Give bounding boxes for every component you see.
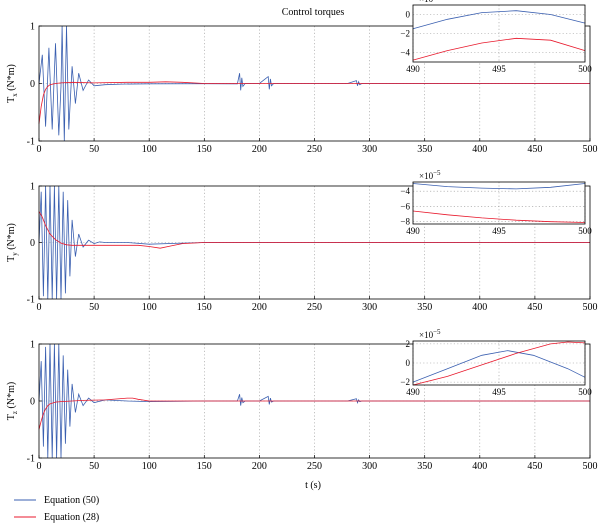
x-tick-label: 50 [89, 302, 99, 313]
x-tick-label: 200 [252, 144, 267, 155]
inset-x-tick-label: 500 [578, 387, 592, 397]
x-tick-label: 0 [37, 302, 42, 313]
x-tick-label: 350 [417, 302, 432, 313]
x-tick-label: 100 [142, 302, 157, 313]
inset-x-tick-label: 490 [406, 387, 420, 397]
inset-y-tick-label: −8 [400, 217, 410, 227]
inset-y-tick-label: 0 [406, 10, 411, 20]
x-tick-label: 0 [37, 461, 42, 472]
x-tick-label: 300 [362, 144, 377, 155]
x-tick-label: 300 [362, 461, 377, 472]
y-tick-label: -1 [27, 137, 35, 148]
x-tick-label: 500 [583, 144, 598, 155]
x-tick-label: 350 [417, 461, 432, 472]
inset-frame [412, 340, 586, 386]
x-tick-label: 500 [583, 302, 598, 313]
y-tick-label: -1 [27, 454, 35, 465]
y-tick-label: 0 [30, 238, 35, 249]
x-tick-label: 250 [307, 144, 322, 155]
x-tick-label: 150 [197, 144, 212, 155]
x-tick-label: 250 [307, 302, 322, 313]
y-axis-label: Tx (N*m) [6, 64, 19, 103]
inset-y-tick-label: 0 [406, 358, 411, 368]
inset-series-line-equation-50- [412, 183, 586, 190]
x-tick-label: 200 [252, 461, 267, 472]
x-tick-label: 450 [527, 461, 542, 472]
x-axis-label: t (s) [305, 480, 321, 491]
inset-series-line-equation-28- [412, 210, 586, 223]
x-tick-label: 400 [472, 144, 487, 155]
inset-exponent-label: ×10−5 [419, 328, 441, 340]
y-tick-label: 1 [30, 182, 35, 193]
legend: Equation (50) Equation (28) [14, 495, 99, 523]
x-tick-label: 500 [583, 461, 598, 472]
legend-label-equation-28: Equation (28) [44, 512, 99, 523]
y-tick-label: 1 [30, 340, 35, 351]
x-tick-label: 450 [527, 302, 542, 313]
x-tick-label: 50 [89, 144, 99, 155]
inset-exponent-label: ×10−5 [419, 169, 441, 181]
y-axis-label: Tz (N*m) [6, 382, 19, 420]
inset-x-tick-label: 500 [578, 226, 592, 236]
y-tick-label: -1 [27, 295, 35, 306]
inset-y-tick-label: −4 [400, 48, 410, 58]
inset-series-line-equation-28- [412, 341, 586, 386]
series-line-equation-50- [38, 185, 590, 300]
x-tick-label: 150 [197, 302, 212, 313]
inset-x-tick-label: 495 [492, 64, 506, 74]
inset-exponent-label: ×10−5 [419, 0, 441, 4]
x-tick-label: 250 [307, 461, 322, 472]
inset-series-line-equation-50- [412, 350, 586, 383]
y-axis-label: Ty (N*m) [6, 223, 19, 262]
inset-frame [412, 181, 586, 225]
x-tick-label: 450 [527, 144, 542, 155]
x-tick-label: 0 [37, 144, 42, 155]
x-tick-label: 150 [197, 461, 212, 472]
inset-series-line-equation-28- [412, 37, 586, 61]
inset-y-tick-label: −6 [400, 201, 410, 211]
x-tick-label: 350 [417, 144, 432, 155]
inset-x-tick-label: 490 [406, 226, 420, 236]
inset-y-tick-label: −4 [400, 186, 410, 196]
inset-plot: 490 495 500 0 −2 −4 ×10−5 [400, 0, 592, 74]
x-tick-label: 50 [89, 461, 99, 472]
y-tick-label: 1 [30, 22, 35, 33]
x-tick-label: 100 [142, 144, 157, 155]
inset-x-tick-label: 490 [406, 64, 420, 74]
inset-y-tick-label: 2 [406, 339, 411, 349]
legend-label-equation-50: Equation (50) [44, 495, 99, 506]
inset-y-tick-label: −2 [400, 377, 410, 387]
x-tick-label: 200 [252, 302, 267, 313]
series-line-equation-28- [38, 81, 590, 124]
inset-plot: 490 495 500 −4 −6 −8 ×10−5 [400, 169, 592, 236]
chart-title: Control torques [282, 7, 345, 18]
x-tick-label: 400 [472, 461, 487, 472]
series-line-equation-28- [38, 211, 590, 249]
x-tick-label: 300 [362, 302, 377, 313]
x-tick-label: 400 [472, 302, 487, 313]
y-tick-label: 0 [30, 397, 35, 408]
inset-y-tick-label: −2 [400, 29, 410, 39]
series-line-equation-28- [38, 397, 590, 430]
inset-x-tick-label: 495 [492, 226, 506, 236]
inset-frame [412, 4, 586, 63]
x-tick-label: 100 [142, 461, 157, 472]
inset-x-tick-label: 500 [578, 64, 592, 74]
y-tick-label: 0 [30, 79, 35, 90]
inset-x-tick-label: 495 [492, 387, 506, 397]
inset-series-line-equation-50- [412, 10, 586, 30]
inset-plot: 490 495 500 2 0 −2 ×10−5 [400, 328, 592, 397]
